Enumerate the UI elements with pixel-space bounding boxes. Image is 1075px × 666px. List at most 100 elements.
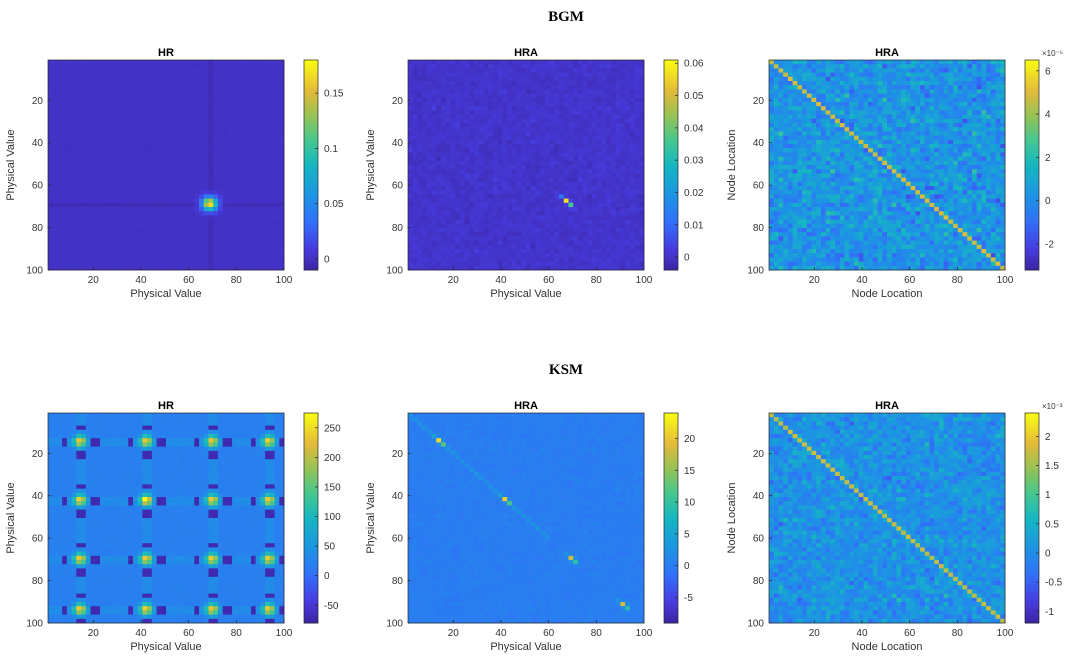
heatmap-cell [478,152,484,157]
heatmap-cell [601,102,607,107]
heatmap-cell [194,148,200,153]
heatmap-cell [615,76,621,82]
heatmap-cell [516,102,522,107]
heatmap-cell [156,127,162,132]
heatmap-cell [208,152,214,157]
heatmap-cell [620,186,626,191]
heatmap-cell [615,240,621,246]
heatmap-cell [634,211,640,216]
heatmap-cell [109,249,115,254]
heatmap-cell [227,240,233,246]
heatmap-cell [118,85,124,90]
heatmap-cell [469,190,475,195]
heatmap-cell [502,240,508,246]
heatmap-cell [469,123,475,128]
heatmap-cell [488,253,494,258]
heatmap-cell [52,215,58,220]
heatmap-cell [104,202,110,208]
heatmap-cell [62,232,68,237]
heatmap-cell [502,85,508,90]
heatmap-cell [57,144,63,149]
heatmap-cell [492,144,499,149]
heatmap-cell [639,169,645,174]
heatmap-cell [57,211,63,216]
heatmap-cell [488,240,494,246]
heatmap-cell [99,135,106,141]
heatmap-cell [104,211,110,216]
heatmap-cell [601,152,607,157]
heatmap-cell [161,144,167,149]
heatmap-cell [104,139,110,145]
heatmap-cell [488,207,494,212]
heatmap-cell [568,253,574,258]
heatmap-cell [90,139,96,145]
heatmap-cell [151,89,157,94]
heatmap-cell [488,152,494,157]
heatmap-cell [194,114,200,120]
heatmap-cell [62,261,68,267]
heatmap-cell [274,156,280,162]
heatmap-cell [436,211,442,216]
heatmap-cell [436,139,442,145]
heatmap-cell [441,114,447,120]
heatmap-cell [114,76,120,82]
heatmap-cell [114,194,120,199]
heatmap-cell [279,144,285,149]
heatmap-cell [606,173,612,178]
heatmap-cell [274,177,280,183]
heatmap-cell [236,152,242,157]
heatmap-cell [474,236,480,241]
heatmap-cell [222,169,228,174]
heatmap-cell [104,118,110,124]
heatmap-cell [128,89,134,94]
heatmap-cell [596,186,602,191]
heatmap-cell [450,118,456,124]
heatmap-cell [587,207,593,212]
heatmap-cell [459,190,466,195]
heatmap-cell [426,144,432,149]
heatmap-cell [151,240,157,246]
heatmap-cell [48,211,54,216]
heatmap-cell [123,249,129,254]
heatmap-cell [629,76,635,82]
heatmap-cell [408,190,414,195]
heatmap-cell [554,102,560,107]
heatmap-cell [639,198,645,204]
heatmap-cell [95,177,101,183]
heatmap-cell [269,139,275,145]
heatmap-cell [620,152,626,157]
heatmap-cell [269,202,275,208]
heatmap-cell [497,106,503,111]
heatmap-cell [142,207,148,212]
heatmap-cell [62,165,68,170]
heatmap-cell [57,156,63,162]
heatmap-cell [629,160,635,166]
heatmap-cell [279,207,285,212]
heatmap-cell [203,228,209,233]
heatmap-cell [526,194,532,199]
heatmap-cell [142,68,148,73]
heatmap-cell [184,257,190,262]
heatmap-cell [208,169,214,174]
heatmap-cell [422,211,428,216]
heatmap-cell [265,156,271,162]
heatmap-cell [213,177,219,183]
heatmap-cell [62,97,68,103]
heatmap-cell [166,118,172,124]
heatmap-cell [184,102,190,107]
heatmap-cell [161,173,167,178]
heatmap-cell [123,148,129,153]
heatmap-cell [554,177,560,183]
heatmap-cell [95,169,101,174]
heatmap-cell [559,102,565,107]
heatmap-cell [474,202,480,208]
colorbar-segment [304,158,318,162]
heatmap-cell [189,219,195,225]
heatmap-cell [184,236,190,241]
heatmap-cell [57,102,63,107]
heatmap-cell [610,219,617,225]
heatmap-cell [469,165,475,170]
heatmap-cell [66,160,72,166]
heatmap-cell [241,152,247,157]
heatmap-cell [417,139,423,145]
